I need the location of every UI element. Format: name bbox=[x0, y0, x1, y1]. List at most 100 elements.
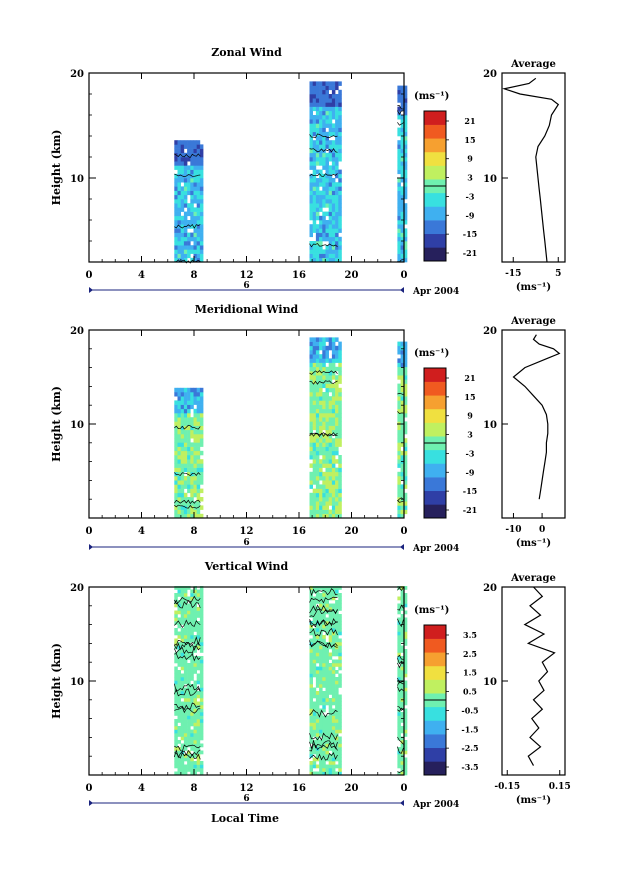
heatmap-cell bbox=[319, 670, 323, 674]
heatmap-cell bbox=[335, 215, 339, 221]
profile-x-tick-label: 5 bbox=[555, 269, 561, 279]
heatmap-cell bbox=[193, 719, 197, 723]
heatmap-cell bbox=[183, 199, 188, 204]
heatmap-cell bbox=[196, 736, 201, 741]
heatmap-cell bbox=[187, 740, 191, 744]
heatmap-cell bbox=[338, 684, 342, 688]
heatmap-cell bbox=[400, 173, 405, 179]
date-marker-left bbox=[89, 544, 93, 550]
heatmap-cell bbox=[312, 85, 317, 91]
heatmap-cell bbox=[183, 190, 188, 196]
heatmap-cell bbox=[193, 442, 197, 447]
heatmap-cell bbox=[183, 768, 188, 772]
heatmap-cell bbox=[187, 387, 191, 393]
heatmap-cell bbox=[199, 712, 204, 716]
heatmap-cell bbox=[187, 607, 191, 611]
contour-line bbox=[174, 619, 201, 628]
heatmap-cell bbox=[196, 236, 201, 242]
heatmap-cell bbox=[319, 726, 323, 730]
heatmap-cell bbox=[312, 771, 317, 776]
heatmap-cell bbox=[309, 586, 313, 590]
heatmap-cell bbox=[312, 617, 317, 622]
heatmap-cell bbox=[338, 509, 342, 515]
heatmap-cell bbox=[319, 505, 323, 510]
heatmap-cell bbox=[174, 691, 178, 695]
heatmap-cell bbox=[315, 379, 320, 384]
heatmap-cell bbox=[325, 337, 329, 342]
heatmap-cell bbox=[315, 337, 320, 342]
heatmap-cell bbox=[315, 656, 320, 660]
heatmap-cell bbox=[325, 680, 329, 685]
heatmap-cell bbox=[397, 224, 401, 229]
heatmap-cell bbox=[183, 455, 188, 460]
heatmap-cell bbox=[183, 663, 188, 667]
heatmap-cell bbox=[338, 743, 342, 748]
heatmap-cell bbox=[403, 680, 408, 685]
heatmap-cell bbox=[328, 467, 333, 473]
heatmap-cell bbox=[319, 687, 323, 692]
heatmap-cell bbox=[193, 463, 197, 468]
heatmap-cell bbox=[335, 203, 339, 208]
heatmap-cell bbox=[397, 366, 401, 372]
heatmap-cell bbox=[403, 701, 408, 706]
heatmap-cell bbox=[183, 586, 188, 590]
heatmap-cell bbox=[196, 211, 201, 217]
heatmap-cell bbox=[190, 715, 194, 720]
heatmap-cell bbox=[309, 673, 313, 678]
heatmap-cell bbox=[319, 722, 323, 727]
heatmap-cell bbox=[328, 670, 333, 674]
heatmap-cell bbox=[190, 488, 194, 494]
heatmap-cell bbox=[319, 446, 323, 452]
heatmap-cell bbox=[183, 645, 188, 650]
heatmap-cell bbox=[180, 157, 185, 162]
heatmap-cell bbox=[180, 761, 185, 765]
heatmap-cell bbox=[190, 387, 194, 393]
heatmap-cell bbox=[400, 131, 405, 137]
heatmap-cell bbox=[325, 131, 329, 137]
heatmap-cell bbox=[328, 593, 333, 597]
heatmap-cell bbox=[335, 459, 339, 464]
heatmap-cell bbox=[328, 666, 333, 671]
heatmap-cell bbox=[315, 207, 320, 212]
heatmap-cell bbox=[319, 245, 323, 250]
heatmap-cell bbox=[187, 245, 191, 250]
heatmap-cell bbox=[193, 740, 197, 744]
heatmap-cell bbox=[338, 729, 342, 734]
heatmap-cell bbox=[338, 413, 342, 418]
heatmap-cell bbox=[196, 442, 201, 447]
heatmap-cell bbox=[397, 670, 401, 674]
heatmap-cell bbox=[400, 513, 405, 519]
heatmap-cell bbox=[328, 253, 333, 259]
heatmap-cell bbox=[183, 484, 188, 489]
heatmap-cell bbox=[400, 659, 405, 664]
heatmap-cell bbox=[335, 257, 339, 263]
heatmap-cell bbox=[331, 85, 336, 91]
heatmap-cell bbox=[309, 241, 313, 246]
heatmap-cell bbox=[403, 501, 408, 506]
profile-y-tick-label: 20 bbox=[483, 326, 497, 337]
heatmap-cell bbox=[319, 203, 323, 208]
heatmap-cell bbox=[400, 194, 405, 200]
heatmap-cell bbox=[187, 603, 191, 608]
heatmap-cell bbox=[403, 379, 408, 384]
colorbar-tick-label: -21 bbox=[463, 248, 477, 258]
heatmap-cell bbox=[325, 764, 329, 769]
heatmap-cell bbox=[190, 610, 194, 615]
heatmap-cell bbox=[322, 396, 326, 401]
heatmap-cell bbox=[322, 740, 326, 744]
heatmap-cell bbox=[199, 614, 204, 618]
heatmap-cell bbox=[319, 635, 323, 639]
heatmap-cell bbox=[174, 586, 178, 590]
heatmap-cell bbox=[177, 417, 181, 422]
heatmap-cell bbox=[187, 726, 191, 730]
heatmap-cell bbox=[331, 190, 336, 196]
heatmap-cell bbox=[174, 492, 178, 498]
heatmap-cell bbox=[177, 649, 181, 653]
heatmap-cell bbox=[312, 157, 317, 162]
heatmap-cell bbox=[325, 621, 329, 625]
heatmap-cell bbox=[177, 631, 181, 636]
colorbar-swatch bbox=[424, 151, 446, 166]
heatmap-cell bbox=[315, 635, 320, 639]
heatmap-cell bbox=[319, 476, 323, 481]
heatmap-cell bbox=[199, 438, 204, 443]
